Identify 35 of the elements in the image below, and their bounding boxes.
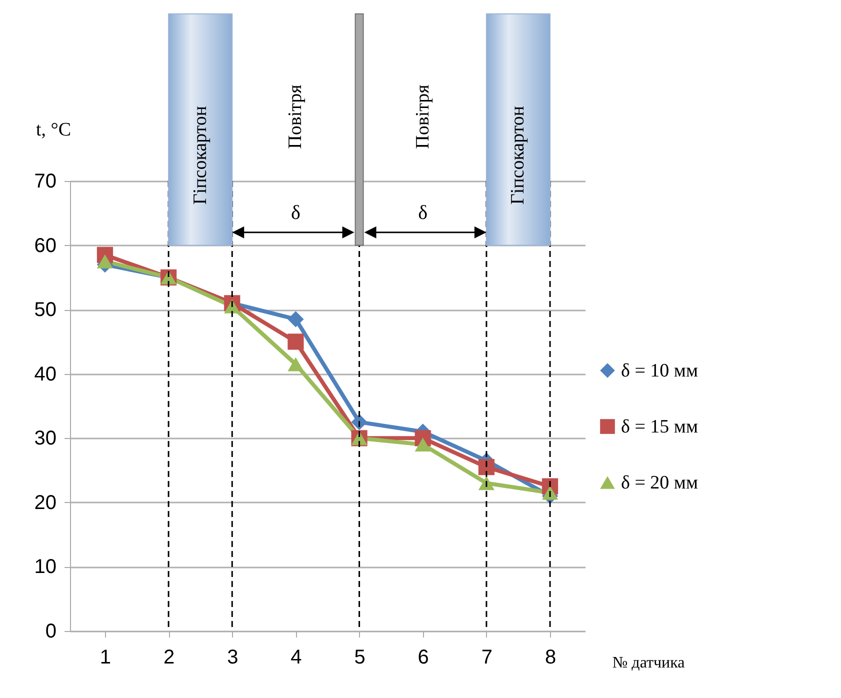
point [288, 311, 304, 328]
text: Повітря [412, 84, 434, 149]
y-tick-label: 20 [34, 492, 56, 514]
legend-label: δ = 10 мм [621, 360, 698, 382]
y-tick-label: 10 [34, 556, 56, 578]
y-tick-label: 50 [34, 299, 56, 322]
point [478, 459, 495, 476]
legend-label: δ = 15 мм [621, 416, 698, 438]
point [288, 357, 304, 372]
point [414, 438, 431, 452]
point [288, 334, 304, 350]
y-tick-label: 0 [45, 620, 56, 642]
x-tick-label: 3 [227, 646, 238, 668]
x-tick-label: 2 [163, 646, 175, 668]
x-tick-label: 1 [100, 646, 112, 668]
annotation: Гіпсокартон [508, 106, 529, 205]
x-tick-label: 5 [354, 646, 366, 668]
y-tick-label: 30 [34, 428, 56, 450]
annotation: δ [418, 202, 428, 224]
x-tick-label: 6 [418, 646, 429, 668]
y-tick-label: 40 [34, 363, 56, 386]
x-tick-label: 7 [481, 646, 493, 668]
text: № датчика [612, 654, 685, 672]
point [478, 476, 495, 490]
x-tick-label: 8 [544, 646, 556, 668]
annotation: Гіпсокартон [190, 106, 211, 205]
y-tick-label: 60 [34, 234, 56, 257]
x-tick-label: 4 [290, 646, 302, 668]
annotation: δ [290, 202, 300, 224]
legend-label: δ = 20 мм [621, 472, 698, 494]
y-axis-title: t, °C [36, 120, 72, 140]
y-tick-label: 70 [34, 170, 56, 192]
point [96, 254, 114, 268]
text: Повітря [285, 84, 306, 149]
point [542, 486, 558, 500]
